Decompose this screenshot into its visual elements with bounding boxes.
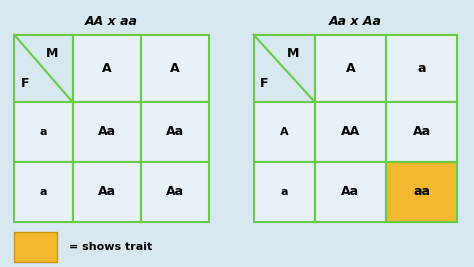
Text: Aa: Aa [165, 125, 183, 138]
Bar [140, 162, 209, 222]
Bar [254, 102, 315, 162]
Text: aa: aa [413, 185, 430, 198]
Text: Aa: Aa [341, 185, 359, 198]
Text: A: A [102, 62, 111, 75]
Bar [14, 35, 73, 102]
Text: Aa: Aa [98, 185, 116, 198]
Bar [315, 35, 386, 102]
Text: a: a [281, 187, 288, 197]
Text: Aa: Aa [165, 185, 183, 198]
Text: F: F [260, 77, 269, 90]
Text: M: M [287, 47, 300, 60]
Text: AA x aa: AA x aa [85, 15, 138, 28]
Bar [73, 35, 140, 102]
Text: AA: AA [341, 125, 360, 138]
Bar [14, 232, 57, 262]
Bar [386, 102, 457, 162]
Bar [14, 162, 73, 222]
Bar [73, 162, 140, 222]
Text: a: a [40, 127, 47, 137]
Text: Aa x Aa: Aa x Aa [329, 15, 382, 28]
Bar [254, 162, 315, 222]
Text: A: A [346, 62, 355, 75]
Text: Aa: Aa [98, 125, 116, 138]
Bar [315, 162, 386, 222]
Text: Aa: Aa [413, 125, 431, 138]
Bar [140, 102, 209, 162]
Text: A: A [170, 62, 179, 75]
Bar [14, 102, 73, 162]
Bar [386, 162, 457, 222]
Bar [315, 102, 386, 162]
Text: = shows trait: = shows trait [69, 242, 152, 252]
Bar [254, 35, 315, 102]
Text: a: a [418, 62, 426, 75]
Text: A: A [280, 127, 289, 137]
Bar [73, 102, 140, 162]
Bar [140, 35, 209, 102]
Text: M: M [46, 47, 58, 60]
Bar [386, 35, 457, 102]
Text: F: F [20, 77, 29, 90]
Text: a: a [40, 187, 47, 197]
